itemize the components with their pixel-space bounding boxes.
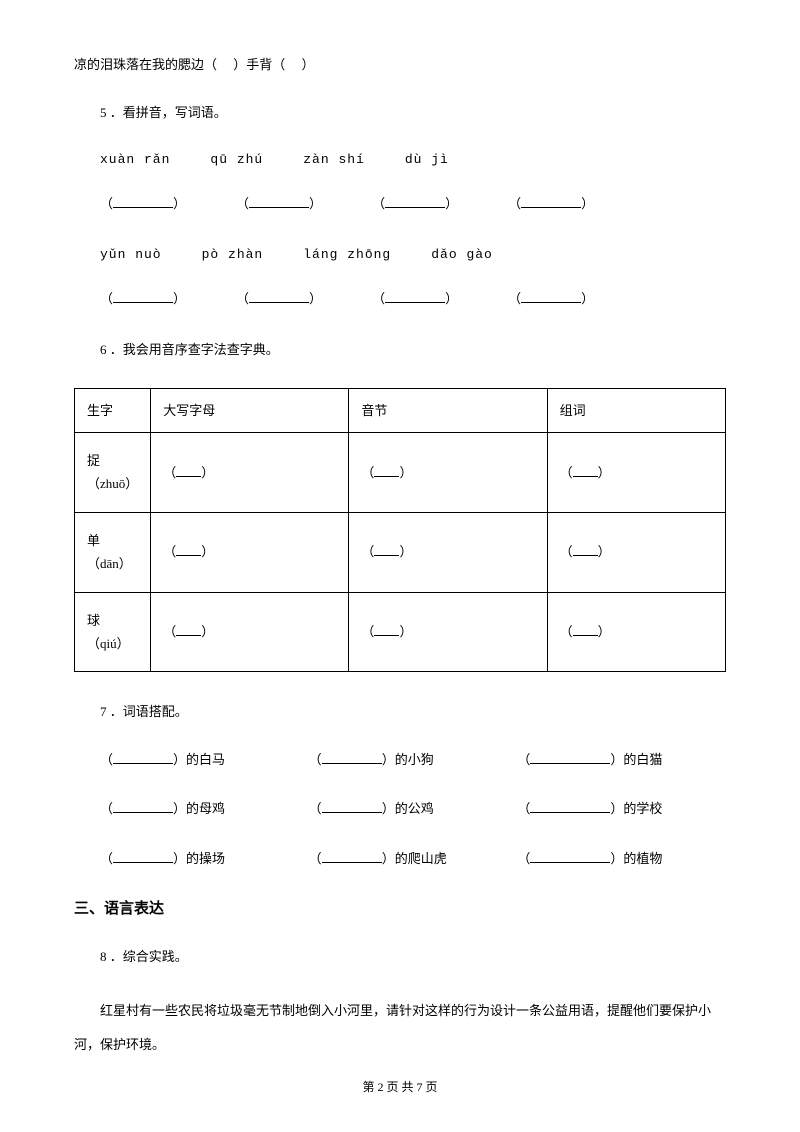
char-cell: 单 （dān） (75, 512, 151, 592)
match-item[interactable]: （）的操场 (100, 849, 309, 869)
th: 组词 (547, 388, 725, 433)
continuation-line: 凉的泪珠落在我的腮边（ ）手背（ ） (74, 55, 726, 75)
table-row: 捉 （zhuō） （） （） （） (75, 433, 726, 513)
pinyin: yǔn nuò (100, 245, 162, 265)
pinyin: láng zhōng (303, 245, 391, 265)
cell[interactable]: （） (547, 433, 725, 513)
th: 大写字母 (151, 388, 349, 433)
suffix: ）的爬山虎 (382, 851, 447, 866)
question-7-title: 7 ．词语搭配。 (74, 702, 726, 722)
blank[interactable]: （） (236, 289, 322, 309)
pinyin-row-1: xuàn rǎn qū zhú zàn shí dù jì (100, 150, 726, 170)
table-row: 球 （qiú） （） （） （） (75, 592, 726, 672)
text: 凉的泪珠落在我的腮边（ (74, 57, 217, 72)
th: 音节 (349, 388, 547, 433)
blank[interactable]: （） (372, 194, 458, 214)
pinyin: zàn shí (303, 150, 365, 170)
match-item[interactable]: （）的学校 (517, 799, 726, 819)
q-num: 5 ． (100, 105, 123, 120)
th: 生字 (75, 388, 151, 433)
pinyin: xuàn rǎn (100, 150, 170, 170)
char-pinyin: （qiú） (87, 636, 130, 651)
match-item[interactable]: （）的白马 (100, 750, 309, 770)
suffix: ）的白猫 (610, 752, 662, 767)
suffix: ）的公鸡 (382, 801, 434, 816)
match-item[interactable]: （）的小狗 (309, 750, 518, 770)
section-3-heading: 三、语言表达 (74, 898, 726, 921)
q-title: 看拼音，写词语。 (123, 105, 227, 120)
cell[interactable]: （） (349, 433, 547, 513)
pinyin: qū zhú (210, 150, 263, 170)
page-footer: 第 2 页 共 7 页 (0, 1078, 800, 1096)
cell[interactable]: （） (151, 512, 349, 592)
suffix: ）的植物 (610, 851, 662, 866)
question-8-title: 8 ．综合实践。 (74, 947, 726, 967)
char: 单 (87, 533, 100, 548)
q-num: 6 ． (100, 342, 123, 357)
q-title: 综合实践。 (123, 949, 188, 964)
blank[interactable]: （） (100, 289, 186, 309)
pinyin: dù jì (405, 150, 449, 170)
table-row: 单 （dān） （） （） （） (75, 512, 726, 592)
cell[interactable]: （） (547, 512, 725, 592)
suffix: ）的小狗 (382, 752, 434, 767)
match-row-1: （）的白马 （）的小狗 （）的白猫 (100, 750, 726, 770)
cell[interactable]: （） (349, 592, 547, 672)
char: 球 (87, 613, 100, 628)
suffix: ）的白马 (173, 752, 225, 767)
q-title: 我会用音序查字法查字典。 (123, 342, 279, 357)
char-cell: 球 （qiú） (75, 592, 151, 672)
char-pinyin: （dān） (87, 556, 132, 571)
table-header-row: 生字 大写字母 音节 组词 (75, 388, 726, 433)
match-row-3: （）的操场 （）的爬山虎 （）的植物 (100, 849, 726, 869)
suffix: ）的学校 (610, 801, 662, 816)
blank[interactable]: （） (508, 194, 594, 214)
pinyin: dǎo gào (431, 245, 493, 265)
suffix: ）的操场 (173, 851, 225, 866)
blank[interactable]: （） (100, 194, 186, 214)
match-item[interactable]: （）的公鸡 (309, 799, 518, 819)
lookup-table: 生字 大写字母 音节 组词 捉 （zhuō） （） （） （） 单 （dān） （）… (74, 388, 726, 673)
q-num: 7 ． (100, 704, 123, 719)
blank-row-1: （） （） （） （） (100, 194, 726, 214)
q-title: 词语搭配。 (123, 704, 188, 719)
question-6-title: 6 ．我会用音序查字法查字典。 (74, 340, 726, 360)
q-num: 8 ． (100, 949, 123, 964)
question-8-body: 红星村有一些农民将垃圾毫无节制地倒入小河里，请针对这样的行为设计一条公益用语，提… (74, 994, 726, 1062)
match-item[interactable]: （）的爬山虎 (309, 849, 518, 869)
cell[interactable]: （） (349, 512, 547, 592)
match-item[interactable]: （）的白猫 (517, 750, 726, 770)
blank[interactable]: （） (508, 289, 594, 309)
text: ） (302, 57, 315, 72)
question-5-title: 5 ．看拼音，写词语。 (74, 103, 726, 123)
match-item[interactable]: （）的母鸡 (100, 799, 309, 819)
pinyin: pò zhàn (202, 245, 264, 265)
pinyin-row-2: yǔn nuò pò zhàn láng zhōng dǎo gào (100, 245, 726, 265)
suffix: ）的母鸡 (173, 801, 225, 816)
blank[interactable]: （） (372, 289, 458, 309)
cell[interactable]: （） (151, 433, 349, 513)
cell[interactable]: （） (151, 592, 349, 672)
text: ）手背（ (233, 57, 285, 72)
blank[interactable]: （） (236, 194, 322, 214)
cell[interactable]: （） (547, 592, 725, 672)
blank-row-2: （） （） （） （） (100, 289, 726, 309)
char: 捉 (87, 453, 100, 468)
char-pinyin: （zhuō） (87, 476, 138, 491)
match-row-2: （）的母鸡 （）的公鸡 （）的学校 (100, 799, 726, 819)
match-item[interactable]: （）的植物 (517, 849, 726, 869)
char-cell: 捉 （zhuō） (75, 433, 151, 513)
